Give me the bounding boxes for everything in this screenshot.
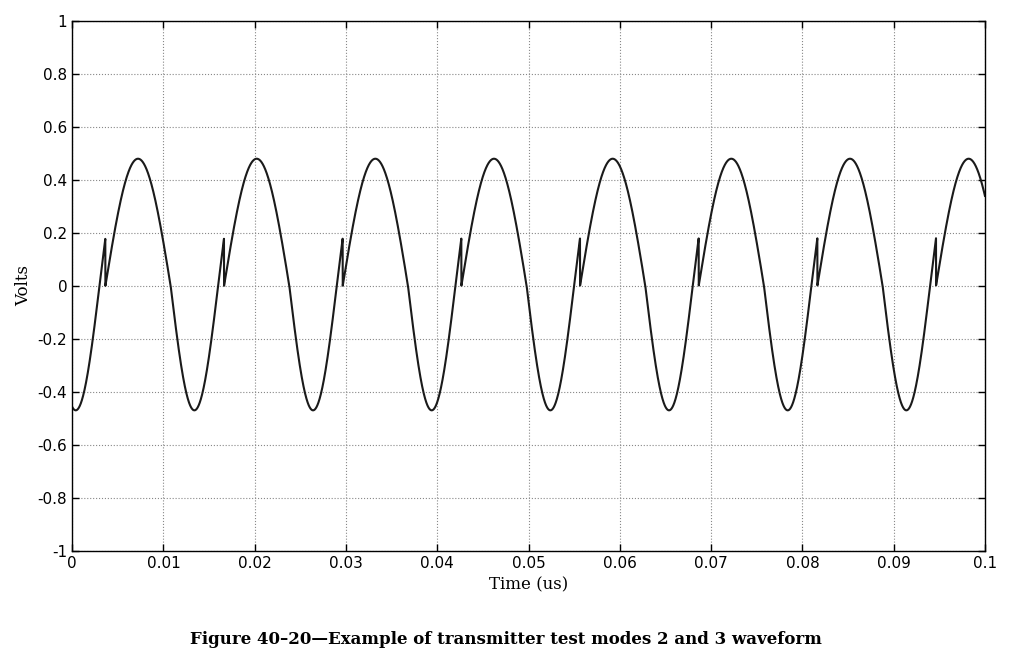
Text: Figure 40–20—Example of transmitter test modes 2 and 3 waveform: Figure 40–20—Example of transmitter test…	[190, 631, 821, 648]
Y-axis label: Volts: Volts	[15, 265, 32, 306]
X-axis label: Time (us): Time (us)	[488, 576, 567, 593]
